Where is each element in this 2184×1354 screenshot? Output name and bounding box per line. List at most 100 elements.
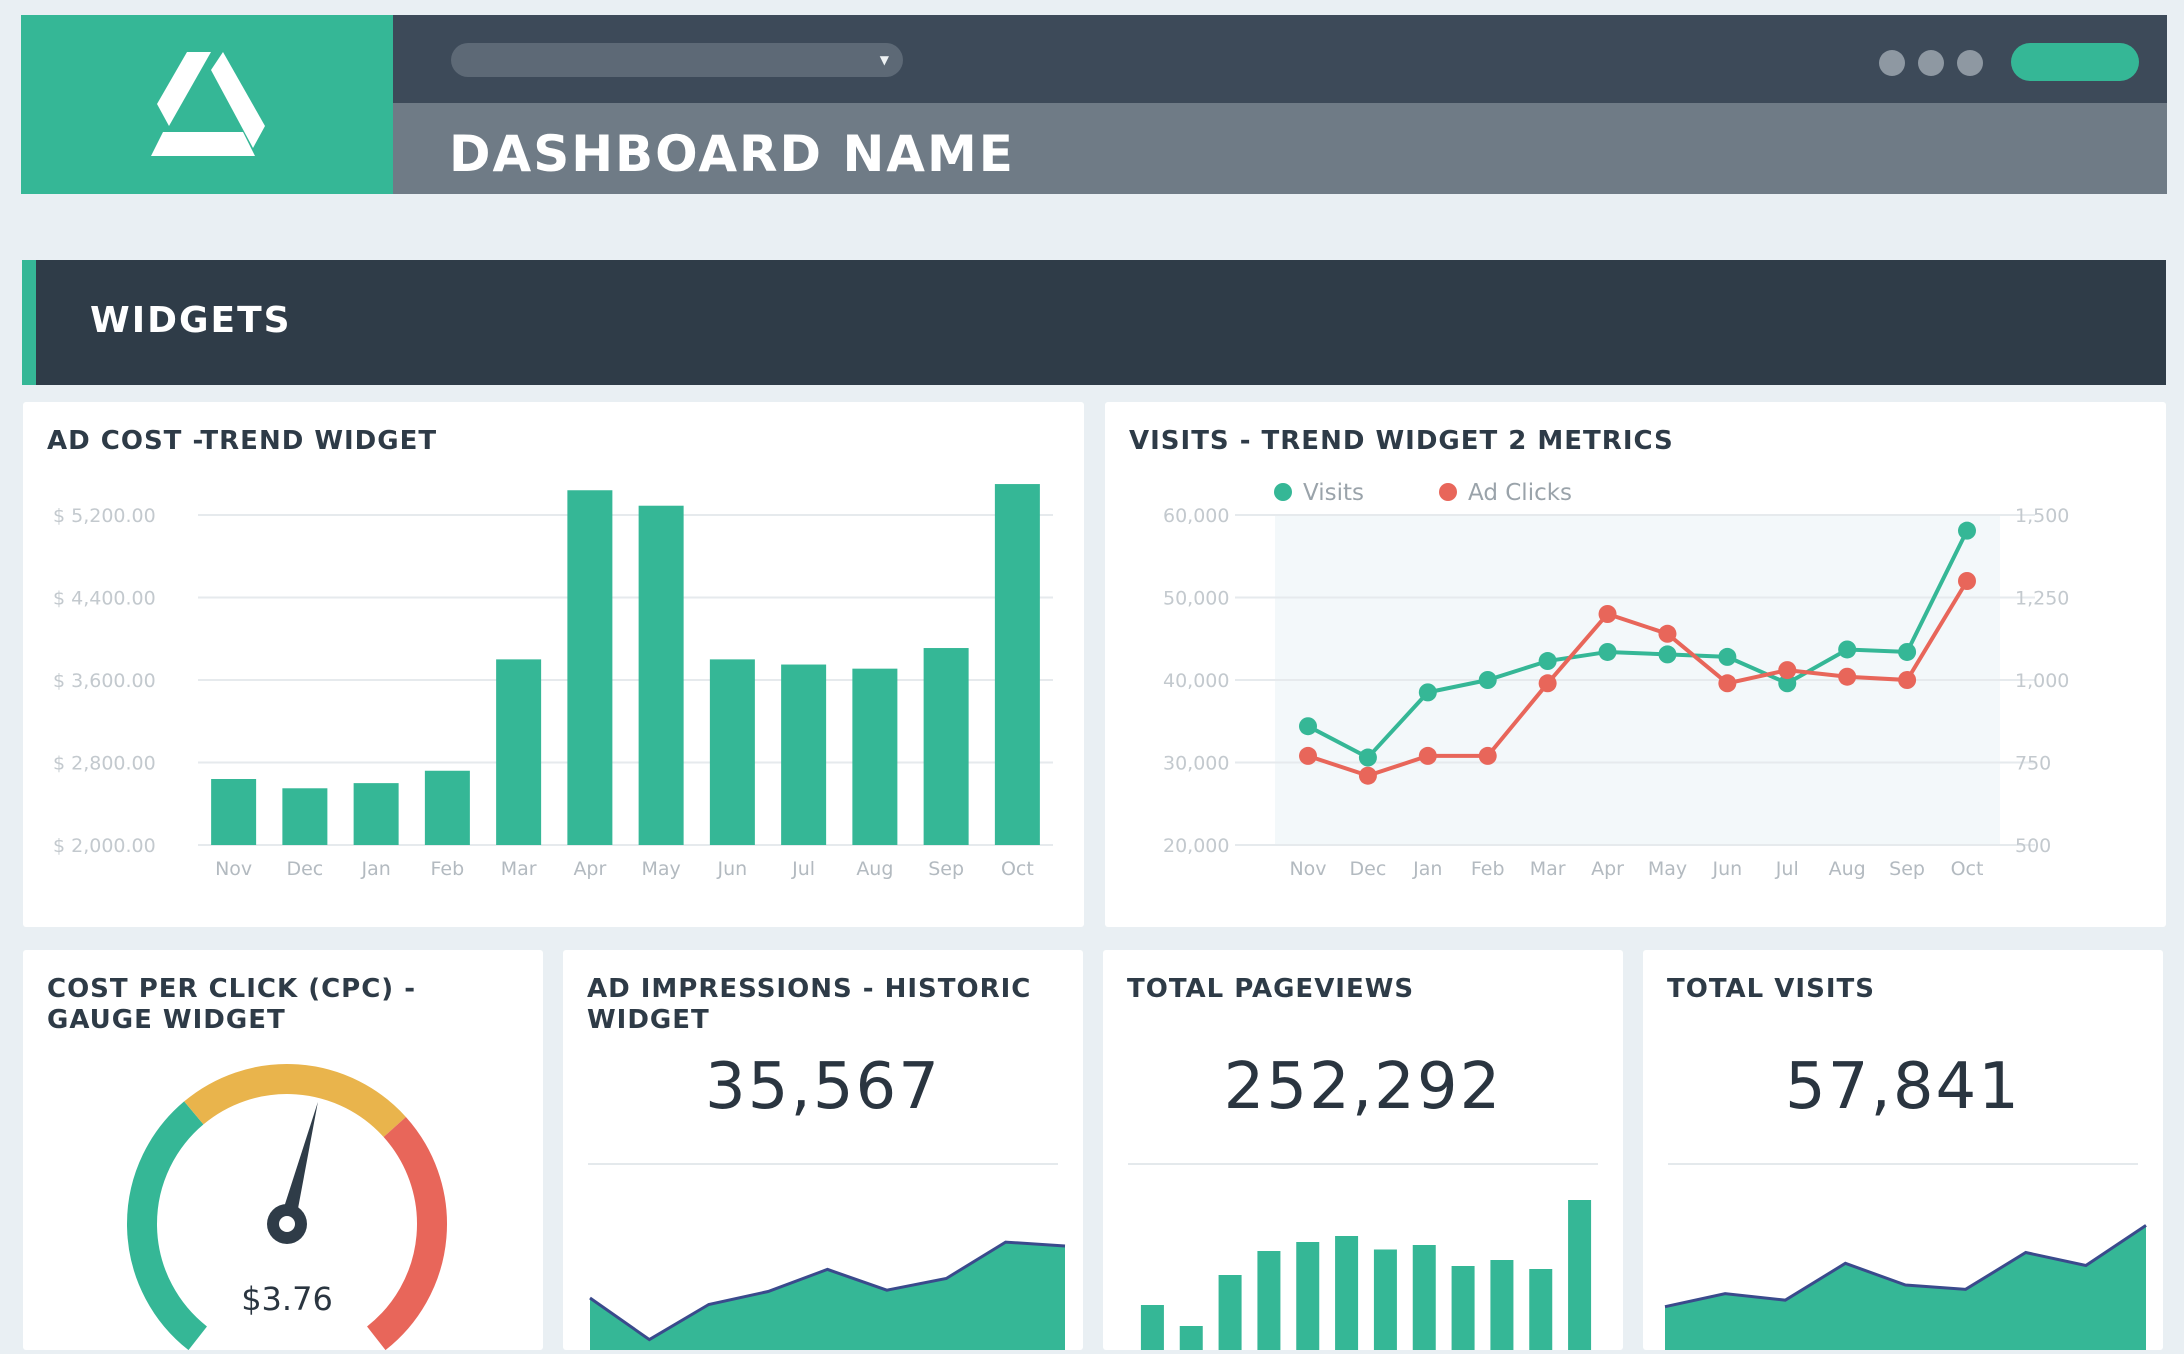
bar xyxy=(852,668,898,845)
data-point xyxy=(1418,683,1437,702)
data-point xyxy=(1778,674,1797,693)
y-right-tick-label: 1,500 xyxy=(2015,505,2069,527)
toolbar-dot-1[interactable] xyxy=(1879,50,1905,76)
y-right-tick-label: 1,000 xyxy=(2015,670,2069,692)
data-point xyxy=(1838,667,1857,686)
x-tick-label: Jul xyxy=(1775,858,1799,880)
data-point xyxy=(1358,748,1377,767)
data-point xyxy=(1299,717,1317,736)
y-tick-label: $ 2,800.00 xyxy=(53,753,156,775)
data-point xyxy=(1478,671,1497,689)
kpi-value: 57,841 xyxy=(1785,1050,2021,1124)
x-tick-label: Jul xyxy=(791,858,815,880)
bar xyxy=(709,659,755,845)
top-bar: ▼ DASHBOARD NAME xyxy=(21,15,2167,194)
x-tick-label: Apr xyxy=(1591,858,1624,880)
y-right-tick-label: 750 xyxy=(2015,753,2051,775)
x-tick-label: Jan xyxy=(360,858,390,880)
x-tick-label: May xyxy=(1648,858,1687,880)
data-point xyxy=(1658,645,1677,664)
x-tick-label: Aug xyxy=(856,858,893,880)
x-tick-label: Feb xyxy=(1471,858,1505,880)
x-tick-label: Sep xyxy=(1889,858,1925,880)
area-fill xyxy=(1665,1225,2146,1350)
x-tick-label: Jun xyxy=(1712,858,1743,880)
x-tick-label: Aug xyxy=(1829,858,1866,880)
bar xyxy=(353,783,399,845)
widget-title: TOTAL PAGEVIEWS xyxy=(1127,974,1415,1004)
divider xyxy=(1668,1163,2138,1165)
data-point xyxy=(1418,746,1437,765)
bar xyxy=(1490,1260,1514,1350)
data-point xyxy=(1299,746,1317,765)
x-tick-label: Jan xyxy=(1412,858,1442,880)
y-left-tick-label: 30,000 xyxy=(1163,753,1229,775)
bar xyxy=(994,484,1040,845)
y-left-tick-label: 60,000 xyxy=(1163,505,1229,527)
section-title: WIDGETS xyxy=(90,300,292,341)
toolbar-dot-2[interactable] xyxy=(1918,50,1944,76)
dashboard-selector[interactable]: ▼ xyxy=(451,43,903,77)
x-tick-label: Mar xyxy=(1530,858,1566,880)
data-point xyxy=(1898,642,1917,661)
cpc-gauge-widget[interactable]: COST PER CLICK (CPC) - GAUGE WIDGET $3.7… xyxy=(23,950,543,1351)
dashboard-title: DASHBOARD NAME xyxy=(449,125,1015,183)
visits-trend-widget[interactable]: VISITS - TREND WIDGET 2 METRICS 20,000 50… xyxy=(1105,402,2166,927)
action-button[interactable] xyxy=(2011,43,2139,81)
data-point xyxy=(1658,624,1677,643)
total-pageviews-widget[interactable]: TOTAL PAGEVIEWS 252,292 xyxy=(1103,950,1623,1350)
gauge-hub-center xyxy=(279,1216,295,1232)
data-point xyxy=(1958,521,1976,540)
data-point xyxy=(1898,671,1917,689)
x-tick-label: Oct xyxy=(1001,858,1034,880)
x-tick-label: Nov xyxy=(1289,858,1326,880)
bar xyxy=(282,788,328,845)
x-tick-label: Apr xyxy=(573,858,606,880)
divider xyxy=(588,1163,1058,1165)
kpi-value: 252,292 xyxy=(1223,1050,1503,1124)
legend-marker xyxy=(1274,483,1292,501)
bar xyxy=(1335,1236,1359,1350)
widget-title: COST PER CLICK (CPC) - GAUGE WIDGET xyxy=(47,974,417,1035)
widget-title: AD IMPRESSIONS - HISTORIC WIDGET xyxy=(587,974,1032,1035)
visits-trend-chart: 20,000 500 30,000 750 40,000 1,000 50,000 1,250… xyxy=(1163,480,2069,880)
cpc-gauge: $3.76 xyxy=(127,1064,447,1351)
data-point xyxy=(1958,572,1976,590)
pageviews-bars xyxy=(1140,1200,1592,1350)
bar xyxy=(1412,1245,1436,1350)
widget-title: VISITS - TREND WIDGET 2 METRICS xyxy=(1129,426,1674,456)
data-point xyxy=(1718,647,1737,666)
area-line xyxy=(1664,1224,2147,1309)
bar xyxy=(1568,1200,1592,1350)
series-line xyxy=(1307,529,1969,761)
bar xyxy=(1218,1275,1242,1350)
y-tick-label: $ 2,000.00 xyxy=(53,835,156,857)
gauge-arc-mid xyxy=(184,1064,406,1138)
toolbar-dot-3[interactable] xyxy=(1957,50,1983,76)
data-point xyxy=(1538,652,1557,671)
ad-cost-chart: $ 2,000.00 $ 2,800.00 $ 3,600.00 $ 4,400.00… xyxy=(53,484,1053,880)
bar xyxy=(567,490,613,845)
logo-block[interactable] xyxy=(21,15,393,194)
top-toolbar: ▼ xyxy=(393,15,2167,103)
title-bar: DASHBOARD NAME xyxy=(393,103,2167,194)
impressions-sparkline xyxy=(589,1240,1066,1350)
data-point xyxy=(1538,674,1557,693)
ad-cost-widget[interactable]: AD COST -TREND WIDGET $ 2,000.00 $ 2,800.… xyxy=(23,402,1084,927)
widget-title: AD COST -TREND WIDGET xyxy=(47,426,438,456)
bar xyxy=(923,648,969,845)
y-left-tick-label: 20,000 xyxy=(1163,835,1229,857)
x-tick-label: Nov xyxy=(215,858,252,880)
divider xyxy=(1128,1163,1598,1165)
data-point xyxy=(1598,605,1617,623)
gauge-value: $3.76 xyxy=(241,1280,333,1318)
bar xyxy=(211,779,257,845)
bar xyxy=(781,664,827,845)
area-fill xyxy=(590,1242,1065,1350)
bar xyxy=(1373,1249,1397,1350)
gauge-arc-high xyxy=(366,1116,447,1351)
gauge-arc-low xyxy=(127,1101,208,1351)
bar xyxy=(496,659,542,845)
total-visits-widget[interactable]: TOTAL VISITS 57,841 xyxy=(1643,950,2163,1350)
ad-impressions-widget[interactable]: AD IMPRESSIONS - HISTORIC WIDGET 35,567 xyxy=(563,950,1083,1350)
